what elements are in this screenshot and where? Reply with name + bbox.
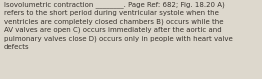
Text: Isovolumetric contraction ________. Page Ref: 682; Fig. 18.20 A)
refers to the s: Isovolumetric contraction ________. Page… — [4, 2, 233, 50]
